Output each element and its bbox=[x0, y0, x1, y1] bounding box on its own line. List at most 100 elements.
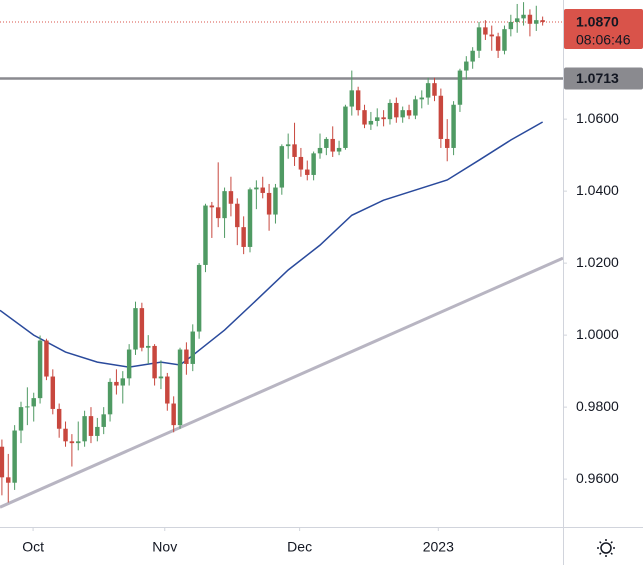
candle-body bbox=[305, 169, 310, 175]
candle-body bbox=[139, 308, 145, 348]
candle-body bbox=[419, 97, 424, 100]
candle-body bbox=[37, 340, 43, 399]
candle-body bbox=[413, 99, 418, 116]
candle-body bbox=[343, 106, 348, 148]
candle-body bbox=[285, 144, 291, 147]
candle-body bbox=[495, 36, 501, 51]
candle-body bbox=[330, 138, 335, 152]
candle-body bbox=[235, 203, 240, 228]
candle-body bbox=[228, 191, 234, 204]
candle-body bbox=[69, 441, 75, 444]
x-tick-label: Dec bbox=[287, 539, 312, 555]
candle-body bbox=[260, 187, 265, 193]
candle-body bbox=[508, 21, 514, 30]
candle-body bbox=[107, 381, 113, 415]
candle-body bbox=[145, 345, 151, 348]
candle-body bbox=[196, 264, 202, 332]
candle-body bbox=[177, 349, 183, 426]
y-tick-label: 0.9800 bbox=[576, 398, 619, 414]
candle-body bbox=[101, 414, 106, 427]
candle-body bbox=[394, 102, 399, 118]
candle-body bbox=[521, 14, 526, 19]
candle-body bbox=[6, 477, 11, 483]
candle-body bbox=[222, 191, 227, 219]
candle-body bbox=[12, 430, 17, 483]
candle-body bbox=[425, 83, 431, 98]
candle-body bbox=[470, 50, 475, 62]
candle-body bbox=[241, 227, 246, 247]
candle-body bbox=[324, 138, 329, 148]
candle-body bbox=[311, 153, 316, 175]
candle-body bbox=[266, 192, 272, 215]
candle-body bbox=[502, 29, 507, 51]
candle-body bbox=[489, 34, 494, 37]
y-tick-label: 1.0600 bbox=[576, 110, 619, 126]
x-tick-label: 2023 bbox=[423, 539, 454, 555]
candle-body bbox=[254, 187, 259, 190]
candle-body bbox=[114, 381, 119, 386]
candle-body bbox=[18, 407, 24, 431]
candle-body bbox=[298, 156, 304, 170]
y-tick-label: 1.0000 bbox=[576, 326, 619, 342]
horizontal-line-label-bg bbox=[564, 67, 643, 90]
candle-body bbox=[476, 27, 482, 51]
candle-body bbox=[406, 110, 412, 116]
candle-body bbox=[247, 189, 253, 247]
candle-body bbox=[317, 147, 323, 154]
moving-average bbox=[0, 121, 544, 368]
candle-body bbox=[438, 95, 444, 139]
trendline bbox=[0, 256, 564, 509]
candle-body bbox=[514, 18, 520, 22]
y-tick-label: 1.0400 bbox=[576, 182, 619, 198]
candle-body bbox=[381, 117, 386, 120]
candle-body bbox=[387, 102, 393, 120]
countdown: 08:06:46 bbox=[576, 32, 631, 48]
candle-body bbox=[400, 110, 405, 118]
candle-body bbox=[336, 147, 342, 152]
candle-body bbox=[44, 340, 49, 377]
candle-body bbox=[152, 345, 157, 379]
candle-body bbox=[95, 426, 100, 436]
candle-body bbox=[215, 207, 221, 219]
x-tick-label: Nov bbox=[152, 539, 177, 555]
candle-body bbox=[0, 446, 5, 478]
candle-body bbox=[165, 376, 170, 404]
candle-body bbox=[432, 83, 437, 96]
axes: 0.9600 0.9800 1.0000 1.0200 1.0400 1.0600 Oct N… bbox=[22, 8, 643, 555]
last-price-label-bg bbox=[564, 8, 643, 49]
candle-body bbox=[76, 441, 81, 444]
candle-body bbox=[540, 20, 545, 22]
y-tick-label: 0.9600 bbox=[576, 470, 619, 486]
candle-body bbox=[120, 378, 126, 386]
candle-body bbox=[368, 120, 374, 125]
candle-body bbox=[50, 376, 56, 409]
candle-body bbox=[171, 403, 176, 426]
candle-body bbox=[209, 205, 215, 208]
candle-body bbox=[457, 70, 463, 105]
candle-body bbox=[375, 117, 380, 121]
candle-body bbox=[31, 398, 36, 407]
x-tick-label: Oct bbox=[22, 539, 44, 555]
candle-body bbox=[158, 376, 164, 379]
plot-area bbox=[0, 2, 564, 509]
candle-body bbox=[349, 90, 355, 107]
candle-body bbox=[25, 406, 30, 408]
candle-body bbox=[527, 14, 533, 24]
candle-body bbox=[88, 416, 94, 436]
candle-body bbox=[273, 187, 278, 215]
horizontal-line-label: 1.0713 bbox=[576, 70, 619, 86]
candle-body bbox=[292, 144, 297, 157]
settings-icon[interactable] bbox=[597, 539, 615, 557]
candle-body bbox=[184, 349, 189, 364]
candle-body bbox=[190, 331, 195, 364]
candle-body bbox=[63, 428, 68, 442]
candle-body bbox=[464, 61, 469, 71]
candle-body bbox=[82, 416, 87, 442]
candle-body bbox=[355, 90, 361, 111]
last-price-label: 1.0870 bbox=[576, 14, 619, 30]
candle-body bbox=[133, 308, 138, 350]
candle-body bbox=[203, 205, 208, 265]
y-tick-label: 1.0200 bbox=[576, 254, 619, 270]
